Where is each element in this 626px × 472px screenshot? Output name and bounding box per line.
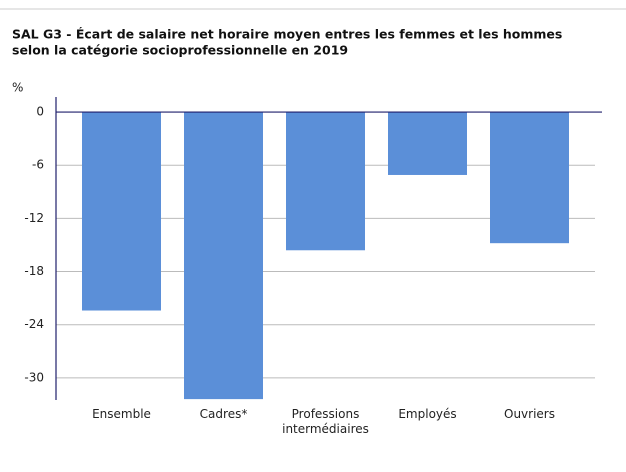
x-tick-label: Professions intermédiaires	[282, 407, 369, 436]
chart-title: SAL G3 - Écart de salaire net horaire mo…	[12, 27, 562, 42]
y-tick-label: 0	[36, 105, 44, 119]
bar	[490, 112, 569, 244]
chart-title: selon la catégorie socioprofessionnelle …	[12, 43, 348, 58]
bar	[286, 112, 365, 251]
bar	[82, 112, 161, 311]
x-tick-label: Ensemble	[92, 407, 151, 421]
x-tick-label: Ouvriers	[504, 407, 555, 421]
bar	[184, 112, 263, 400]
bar	[388, 112, 467, 175]
y-tick-label: -6	[32, 158, 44, 172]
x-tick-label: Employés	[398, 407, 457, 421]
y-tick-label: -12	[24, 211, 44, 225]
x-tick-label: Cadres*	[199, 407, 248, 421]
y-tick-label: -18	[24, 264, 44, 278]
y-tick-label: -30	[24, 370, 44, 384]
y-axis-label: %	[12, 81, 23, 95]
y-tick-label: -24	[24, 317, 44, 331]
